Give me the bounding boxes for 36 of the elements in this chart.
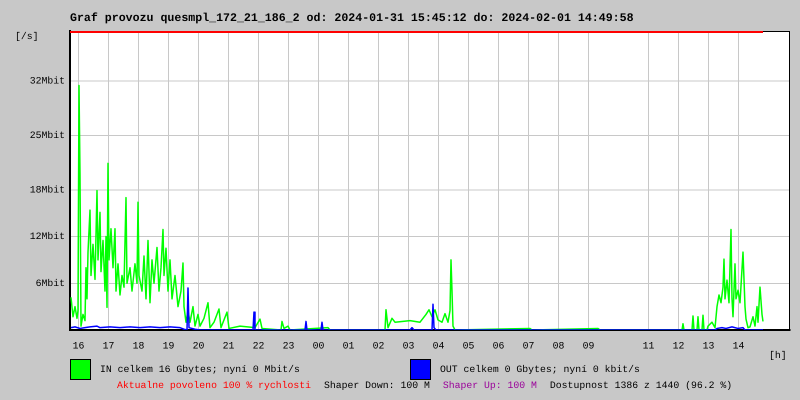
x-tick-label: 22 bbox=[252, 340, 264, 352]
x-axis-title: [h] bbox=[769, 350, 787, 362]
y-tick-label: 32Mbit bbox=[30, 75, 65, 86]
x-tick-label: 07 bbox=[522, 340, 534, 352]
y-axis-title: [/s] bbox=[15, 31, 39, 43]
x-tick-label: 00 bbox=[312, 340, 324, 352]
text: Shaper Up: 100 M bbox=[442, 380, 537, 392]
x-tick-label: 08 bbox=[552, 340, 564, 352]
x-tick-label: 09 bbox=[582, 340, 594, 352]
x-tick-label: 21 bbox=[222, 340, 234, 352]
x-tick-label: 02 bbox=[372, 340, 384, 352]
text: Shaper Down: 100 M bbox=[324, 380, 430, 392]
y-tick-label: 6Mbit bbox=[36, 278, 65, 289]
x-tick-label: 03 bbox=[402, 340, 414, 352]
legend-label: IN celkem 16 Gbytes; nyní 0 Mbit/s bbox=[100, 364, 300, 376]
x-tick-label: 17 bbox=[102, 340, 114, 352]
x-tick-label: 04 bbox=[432, 340, 444, 352]
y-tick-label: 25Mbit bbox=[30, 130, 65, 141]
text: Dostupnost 1386 z 1440 (96.2 %) bbox=[550, 380, 732, 392]
x-tick-label: 11 bbox=[642, 340, 654, 352]
chart-title: Graf provozu quesmpl_172_21_186_2 od: 2024-01-31 15:45:12 do: 2024-02-01 14:49:58 bbox=[70, 12, 634, 26]
y-tick-label: 18Mbit bbox=[30, 184, 65, 196]
x-tick-label: 20 bbox=[192, 340, 204, 352]
x-tick-label: 12 bbox=[672, 340, 684, 352]
ref-line-label: Aktualne povoleno 100 % rychlosti bbox=[117, 380, 312, 392]
x-tick-label: 16 bbox=[72, 340, 84, 352]
x-tick-label: 14 bbox=[732, 340, 744, 352]
legend-label: OUT celkem 0 Gbytes; nyní 0 kbit/s bbox=[440, 364, 640, 376]
x-tick-label: 13 bbox=[702, 340, 714, 352]
x-tick-label: 19 bbox=[162, 340, 174, 352]
x-tick-label: 18 bbox=[132, 340, 144, 352]
x-tick-label: 01 bbox=[342, 340, 354, 352]
x-tick-label: 06 bbox=[492, 340, 504, 352]
y-tick-label: 12Mbit bbox=[30, 231, 65, 242]
x-tick-label: 05 bbox=[462, 340, 474, 352]
x-tick-label: 23 bbox=[282, 340, 294, 352]
